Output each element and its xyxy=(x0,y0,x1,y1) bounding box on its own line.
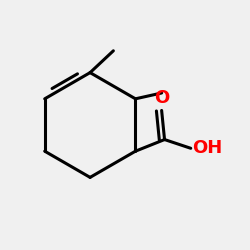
Text: OH: OH xyxy=(192,139,222,157)
Text: O: O xyxy=(154,89,169,107)
